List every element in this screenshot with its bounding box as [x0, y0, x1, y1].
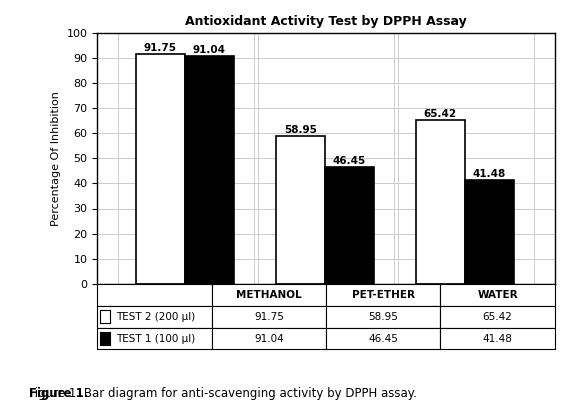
Text: Figure 1.: Figure 1. [29, 387, 88, 400]
Bar [464, 180, 514, 284]
Text: 58.95: 58.95 [284, 125, 316, 135]
Text: 91.75: 91.75 [144, 43, 177, 53]
Bar [325, 167, 374, 284]
Text: Figure 1. Bar diagram for anti-scavenging activity by DPPH assay.: Figure 1. Bar diagram for anti-scavengin… [29, 387, 416, 400]
Text: 41.48: 41.48 [472, 168, 506, 178]
Bar [136, 54, 185, 284]
Bar [416, 120, 464, 284]
Text: TEST 2 (200 μl): TEST 2 (200 μl) [116, 312, 196, 322]
Text: 46.45: 46.45 [332, 156, 366, 166]
Text: 65.42: 65.42 [424, 108, 457, 118]
Y-axis label: Percentage Of Inhibition: Percentage Of Inhibition [51, 91, 61, 226]
Title: Antioxidant Activity Test by DPPH Assay: Antioxidant Activity Test by DPPH Assay [185, 15, 467, 28]
Bar [276, 136, 325, 284]
Bar [185, 56, 233, 284]
Text: 91.04: 91.04 [193, 45, 225, 55]
Text: TEST 1 (100 μl): TEST 1 (100 μl) [116, 334, 196, 344]
